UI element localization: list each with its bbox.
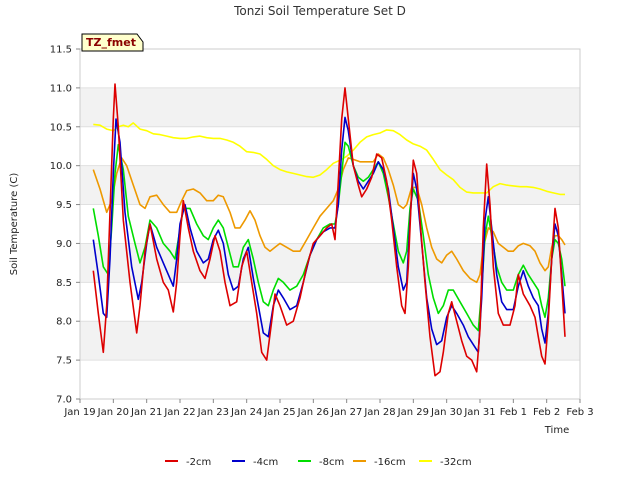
x-tick-label: Jan 25 [263,407,295,418]
grid-band [80,87,580,127]
series-line-32cm [93,122,565,196]
grid-band [80,360,580,399]
x-tick-label: Jan 29 [397,407,429,418]
legend-label: -4cm [253,457,278,468]
x-tick-label: Jan 22 [163,407,195,418]
series-line-8cm [92,141,566,332]
x-tick-label: Jan 28 [363,407,395,418]
grid-band [80,321,580,361]
x-tick-label: Jan 27 [330,407,362,418]
legend-label: -32cm [440,457,472,468]
grid-band [80,126,580,166]
y-tick-label: 11.5 [50,45,72,56]
station-badge: TZ_fmet [81,33,144,52]
y-tick-label: 11.0 [50,83,72,94]
x-tick-label: Jan 23 [197,407,229,418]
x-tick-label: Jan 20 [97,407,129,418]
y-axis-ticks: 7.0 7.5 8.0 8.5 9.0 9.5 10.0 10.5 11.0 11.5 [50,45,80,406]
badge-box [81,33,144,52]
plot-frame [79,48,581,400]
y-tick-label: 9.0 [56,239,72,250]
series-lines [92,83,566,377]
x-tick-label: Feb 2 [533,407,560,418]
x-tick-label: Jan 26 [297,407,329,418]
y-tick-label: 9.5 [56,200,72,211]
y-tick-label: 8.0 [56,317,72,328]
x-axis-title: Time [544,425,569,436]
x-axis-ticks: Jan 19 Jan 20 Jan 21 Jan 22 Jan 23 Jan 24 Jan … [63,399,594,418]
x-tick-label: Jan 30 [430,407,462,418]
grid-band [80,49,580,88]
x-tick-label: Jan 19 [63,407,95,418]
legend-label: -2cm [186,457,211,468]
legend-label: -8cm [319,457,344,468]
y-tick-label: 7.0 [56,395,72,406]
x-tick-label: Feb 1 [500,407,527,418]
x-tick-label: Jan 31 [463,407,495,418]
x-tick-label: Jan 24 [230,407,262,418]
y-tick-label: 10.0 [50,161,72,172]
series-line-16cm [92,153,566,284]
x-tick-label: Feb 3 [566,407,593,418]
y-axis-title: Soil Temperature (C) [9,173,20,276]
y-tick-label: 7.5 [56,356,72,367]
x-tick-label: Jan 21 [130,407,162,418]
series-line-2cm [92,83,566,377]
chart-title: Tonzi Soil Temperature Set D [233,4,406,18]
y-tick-label: 8.5 [56,278,72,289]
legend-label: -16cm [374,457,406,468]
y-tick-label: 10.5 [50,122,72,133]
badge-label: TZ_fmet [86,36,136,49]
legend: -2cm -4cm -8cm -16cm -32cm [165,457,472,468]
series-line-4cm [92,116,566,354]
